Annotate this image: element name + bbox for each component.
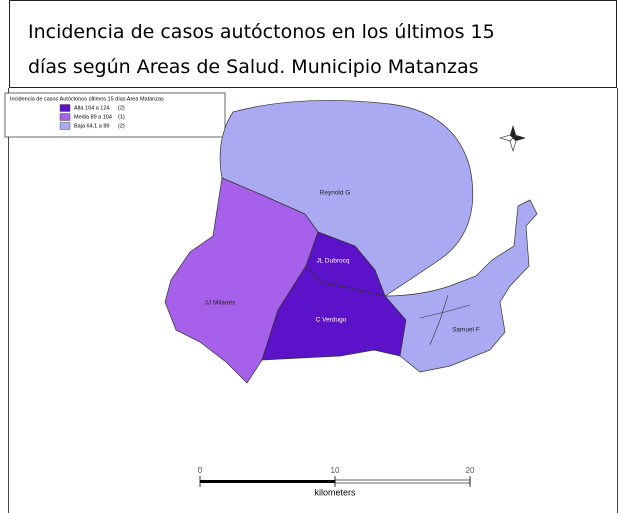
scale-bar — [199, 476, 471, 487]
road — [429, 294, 449, 346]
legend-title: Incidencia de casos Autóctonos últimos 1… — [10, 96, 164, 102]
area-shape — [384, 199, 538, 373]
scale-unit: kilometers — [314, 487, 356, 497]
area-labels: Reynold G JJ Milanés JL Dubrocq C Verdugo Sa… — [205, 190, 480, 334]
legend-count: (1) — [118, 114, 125, 120]
area-label: C Verdugo — [316, 317, 347, 324]
north-arrow — [498, 125, 526, 153]
scale-tick-label: 20 — [466, 466, 475, 475]
legend-swatch — [59, 104, 71, 112]
scale-labels: 0 10 20 — [198, 466, 475, 475]
area-shape — [219, 100, 474, 297]
title-line: días según Areas de Salud. Municipio Mat… — [28, 56, 479, 78]
legend-box — [4, 92, 226, 138]
legend-items: Alta 104 a 124 (2) Media 89 a 104 (1) Baja 6… — [59, 104, 125, 130]
legend-swatch — [59, 113, 71, 121]
legend-count: (2) — [118, 123, 125, 129]
legend-label: Alta 104 a 124 — [74, 105, 109, 111]
map-title: Incidencia de casos autóctonos en los úl… — [9, 0, 617, 88]
legend-count: (2) — [118, 105, 125, 111]
area-shape — [164, 177, 319, 384]
area-label: Reynold G — [320, 190, 351, 197]
legend-swatch — [59, 122, 71, 130]
area-shape — [305, 231, 386, 297]
area-shape — [261, 265, 407, 361]
scale-tick-label: 0 — [198, 466, 203, 475]
areas — [164, 100, 538, 384]
area-label: JL Dubrocq — [317, 258, 350, 265]
title-line: Incidencia de casos autóctonos en los úl… — [28, 21, 495, 43]
area-label: JJ Milanés — [205, 300, 236, 307]
road — [419, 304, 471, 319]
area-label: Samuel F — [452, 327, 480, 334]
legend-label: Media 89 a 104 — [74, 114, 112, 120]
legend-label: Baja 64,1 a 89 — [74, 123, 109, 129]
scale-tick-label: 10 — [331, 466, 340, 475]
